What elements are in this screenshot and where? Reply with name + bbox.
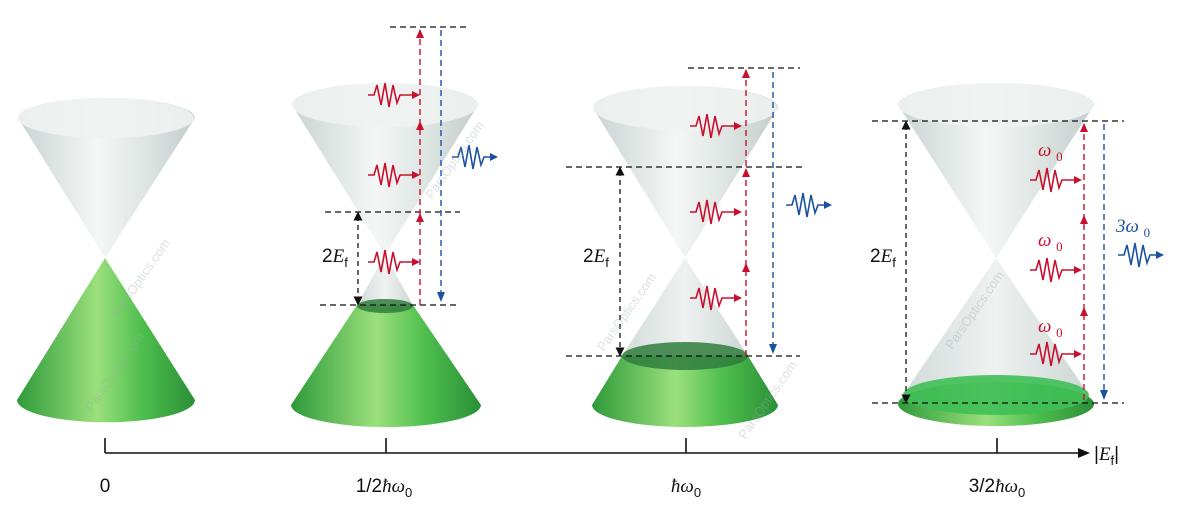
ef-axis: |Ef| 0 1/2ħω0 ħω0 3/2ħω0 [100, 438, 1119, 500]
tick-label-hbar-omega0: ħω0 [671, 476, 701, 500]
upper-cone-empty [593, 85, 779, 258]
arrow-head [416, 29, 424, 38]
panel-3: 2Ef ω 0 ω 0 ω 0 3ω 0 [870, 83, 1164, 426]
tick-label-three-half-hbar-omega0: 3/2ħω0 [969, 476, 1026, 500]
upper-cone-rim [292, 83, 478, 127]
photon-icon [1030, 257, 1082, 283]
lower-cone-filled [592, 356, 778, 427]
fermi-label: 2Ef [870, 246, 896, 270]
photon-icon [690, 285, 742, 311]
lower-cone-filled [17, 258, 195, 423]
emission-label: 3ω 0 [1115, 216, 1150, 240]
photon-icon [368, 249, 420, 275]
upper-cone-empty [898, 83, 1094, 258]
arrow-head [1100, 390, 1108, 400]
fermi-surface [357, 299, 413, 313]
arrow-head [416, 121, 424, 130]
fermi-label: 2Ef [322, 246, 348, 270]
upper-cone-rim [898, 83, 1094, 127]
upper-cone-empty [292, 83, 478, 256]
arrow-head [1080, 307, 1088, 316]
photon-icon [368, 162, 420, 188]
lower-cone-empty-part [622, 258, 748, 356]
watermark-layer: ParsOptics.com ParsOptics.com ParsOptics… [82, 118, 1007, 442]
arrow-head [1080, 123, 1088, 132]
arrow-head [769, 344, 777, 354]
photon-icon [368, 82, 420, 108]
panel-0 [17, 97, 195, 423]
panel-2: 2Ef [566, 67, 832, 427]
arrow-head [416, 213, 424, 222]
axis-arrowhead [1078, 448, 1090, 458]
emitted-photon-icon [1118, 242, 1164, 268]
photon-icon [1030, 167, 1082, 193]
arrow-head [742, 69, 750, 78]
fermi-label: 2Ef [583, 246, 609, 270]
arrow-head [1080, 215, 1088, 224]
photon-label: ω 0 [1038, 230, 1063, 254]
photon-label: ω 0 [1038, 316, 1063, 340]
tick-label-0: 0 [100, 476, 111, 497]
lower-cone-filled [291, 305, 481, 427]
photon-label: ω 0 [1038, 140, 1063, 164]
fermi-surface [903, 375, 1089, 415]
tick-label-half-hbar-omega0: 1/2ħω0 [356, 476, 413, 500]
emitted-photon-icon [786, 192, 832, 218]
photon-icon [690, 113, 742, 139]
upper-cone-rim [593, 86, 777, 130]
lower-cone-empty-part [357, 255, 413, 305]
emitted-photon-icon [452, 144, 498, 170]
panel-1: 2Ef [291, 26, 498, 427]
arrow-head [742, 263, 750, 272]
photon-icon [1030, 341, 1082, 367]
fermi-surface [622, 342, 748, 370]
arrow-head [437, 292, 445, 302]
photon-icon [690, 199, 742, 225]
arrow-head [742, 168, 750, 177]
upper-cone-empty [18, 97, 195, 258]
axis-label: |Ef| [1094, 444, 1119, 468]
watermark: ParsOptics.com [108, 236, 173, 320]
upper-cone-rim [18, 98, 194, 138]
